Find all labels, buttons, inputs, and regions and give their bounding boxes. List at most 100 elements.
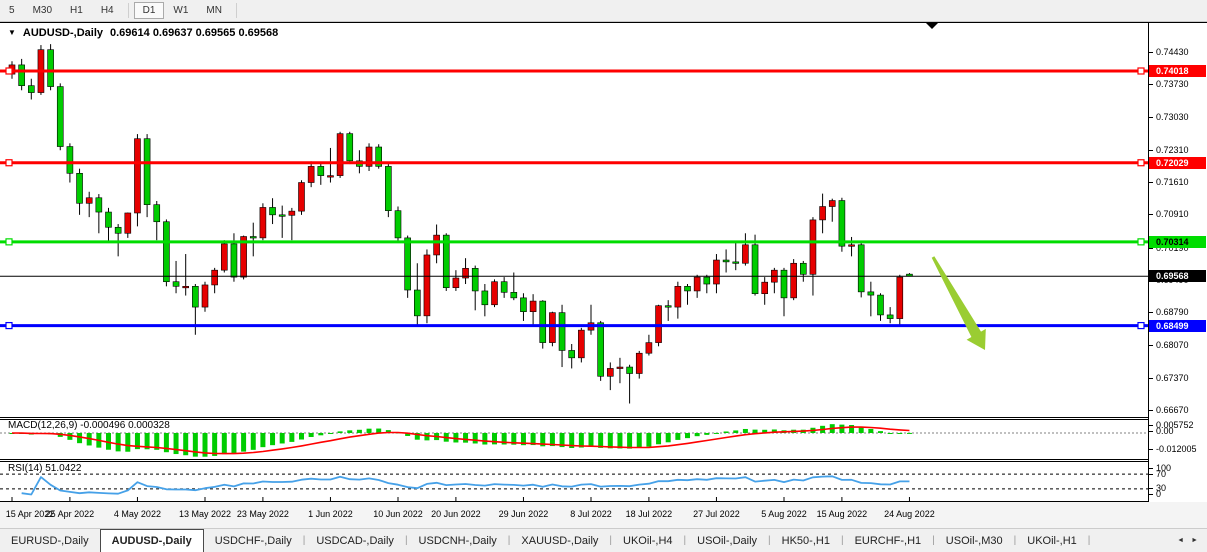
- x-axis-label: 8 Jul 2022: [570, 509, 612, 519]
- macd-histogram-bar: [549, 432, 555, 447]
- candle: [462, 258, 469, 285]
- timeframe-button-w1[interactable]: W1: [173, 5, 189, 16]
- macd-histogram-bar: [318, 432, 324, 436]
- macd-signal-line: [11, 426, 910, 455]
- support-line-blue[interactable]: [0, 321, 1148, 330]
- candle: [799, 260, 807, 282]
- macd-histogram-bar: [665, 432, 671, 443]
- price-axis[interactable]: 0.74430 0.73730 0.73030 0.72310 0.71610 0.709…: [1148, 0, 1207, 552]
- macd-histogram-bar: [897, 432, 903, 434]
- rsi-panel[interactable]: [0, 462, 1148, 501]
- macd-histogram-bar: [289, 432, 295, 442]
- candle: [404, 235, 411, 298]
- price-axis-tick: [1149, 182, 1153, 184]
- resistance-line-1[interactable]: [0, 67, 1148, 75]
- tab-separator: |: [609, 535, 613, 546]
- trend-arrow-annotation[interactable]: [931, 256, 986, 350]
- macd-histogram-bar: [675, 432, 681, 440]
- x-axis-label: 25 Apr 2022: [45, 509, 95, 519]
- chart-tab-usdchf-daily[interactable]: USDCHF-,Daily: [214, 534, 292, 547]
- candle: [838, 197, 846, 252]
- chart-tab-usdcnh-daily[interactable]: USDCNH-,Daily: [418, 534, 497, 547]
- timeframe-button-h1[interactable]: H1: [70, 5, 83, 16]
- timeframe-toolbar: 5 M30 H1 H4 D1 W1 MN: [0, 0, 1207, 22]
- candle: [269, 198, 276, 225]
- macd-histogram-bar: [356, 429, 362, 433]
- tab-scroll-right-icon[interactable]: ►: [1191, 537, 1198, 544]
- candle: [452, 270, 460, 291]
- x-axis-label: 29 Jun 2022: [498, 509, 549, 519]
- tab-scroll-arrows: ◄ ►: [1177, 529, 1207, 552]
- price-axis-tick: [1149, 345, 1153, 347]
- chart-tab-usoil-daily[interactable]: USOil-,Daily: [697, 534, 758, 547]
- macd-panel-top-border: [0, 419, 1148, 420]
- candle: [211, 267, 218, 294]
- macd-histogram-bar: [134, 432, 140, 450]
- timeframe-button-5[interactable]: 5: [9, 5, 15, 16]
- macd-indicator-label: MACD(12,26,9) -0.000496 0.000328: [8, 420, 170, 431]
- chart-tab-usdcad-daily[interactable]: USDCAD-,Daily: [316, 534, 394, 547]
- chart-tab-usoil-m30[interactable]: USOil-,M30: [945, 534, 1003, 547]
- price-level-badge-support-line-blue: 0.68499: [1149, 319, 1206, 332]
- candle: [471, 265, 479, 311]
- price-axis-tick: [1149, 214, 1153, 216]
- chart-tab-ukoil-h4[interactable]: UKOil-,H4: [623, 534, 673, 547]
- candle: [703, 274, 711, 294]
- timeframe-button-m30[interactable]: M30: [32, 5, 53, 16]
- chart-tab-xauusd-daily[interactable]: XAUUSD-,Daily: [521, 534, 599, 547]
- support-line-green[interactable]: [0, 238, 1148, 246]
- timeframe-button-h4[interactable]: H4: [100, 5, 114, 16]
- resistance-line-2[interactable]: [0, 159, 1148, 167]
- timeframe-button-mn[interactable]: MN: [206, 5, 222, 16]
- macd-histogram-bar: [250, 432, 256, 450]
- candle: [761, 277, 769, 305]
- candle: [722, 249, 730, 273]
- macd-histogram-bar: [482, 432, 488, 445]
- chart-tab-audusd-daily[interactable]: AUDUSD-,Daily: [99, 529, 204, 552]
- chart-tab-hk50-h1[interactable]: HK50-,H1: [781, 534, 830, 547]
- toolbar-separator: [127, 3, 129, 18]
- chart-tabs-bar: EURUSD-,Daily AUDUSD-,Daily USDCHF-,Daily |…: [0, 528, 1207, 552]
- candle: [500, 277, 508, 298]
- macd-histogram-bar: [144, 432, 150, 450]
- chart-shift-marker-icon: [926, 23, 938, 29]
- chart-tab-eurchf-h1[interactable]: EURCHF-,H1: [854, 534, 922, 547]
- macd-histogram-bar: [501, 432, 507, 445]
- candle: [529, 294, 537, 326]
- candle: [365, 143, 373, 171]
- macd-histogram-bar: [299, 432, 304, 440]
- rsi-axis-tick: [1149, 474, 1153, 475]
- candle: [684, 284, 691, 305]
- price-axis-label: 0.66670: [1156, 404, 1189, 415]
- tab-scroll-left-icon[interactable]: ◄: [1177, 537, 1185, 544]
- candle: [635, 350, 643, 379]
- candle: [616, 357, 624, 384]
- chart-tab-ukoil-h1[interactable]: UKOil-,H1: [1027, 534, 1077, 547]
- macd-histogram-bar: [849, 425, 855, 433]
- time-axis[interactable]: 15 Apr 2022 25 Apr 2022 4 May 2022 13 May 2…: [0, 502, 1207, 528]
- candle: [375, 144, 383, 169]
- macd-histogram-bar: [636, 432, 642, 448]
- candle: [317, 162, 325, 185]
- chart-tab-eurusd-daily[interactable]: EURUSD-,Daily: [11, 534, 89, 547]
- macd-histogram-bar: [77, 432, 83, 444]
- macd-histogram-bar: [742, 428, 748, 433]
- rsi-axis-label: 70: [1156, 469, 1167, 479]
- timeframe-button-d1[interactable]: D1: [133, 2, 165, 19]
- price-level-badge-current-price-line: 0.69568: [1149, 270, 1206, 283]
- macd-histogram-bar: [463, 432, 469, 443]
- candle: [626, 364, 633, 404]
- macd-histogram-bar: [327, 432, 333, 434]
- candle: [346, 131, 354, 165]
- candle: [153, 200, 161, 241]
- price-axis-tick: [1149, 409, 1153, 411]
- candle: [664, 300, 672, 321]
- price-axis-label: 0.71610: [1156, 177, 1189, 188]
- price-axis-tick: [1149, 116, 1153, 118]
- candle: [867, 281, 875, 317]
- candle: [85, 191, 93, 218]
- tab-separator: |: [507, 535, 511, 546]
- macd-panel[interactable]: [0, 420, 1148, 459]
- rsi-panel-bottom-border: [0, 501, 1148, 502]
- candlestick-chart-canvas[interactable]: [0, 22, 1148, 418]
